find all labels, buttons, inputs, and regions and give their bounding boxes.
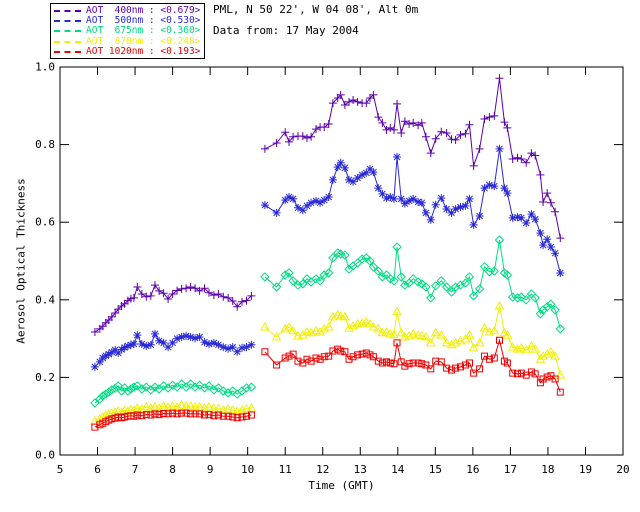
x-tick-label: 18 <box>541 463 554 476</box>
square-markers <box>261 336 564 396</box>
legend-entry-label: AOT 1020nm : <0.193> <box>86 45 201 57</box>
x-tick-label: 8 <box>169 463 176 476</box>
diamond-markers <box>260 235 566 334</box>
legend-line-sample-icon <box>54 20 81 23</box>
asterisk-markers <box>260 144 565 277</box>
data-date: Data from: 17 May 2004 <box>213 24 359 37</box>
x-tick-label: 11 <box>279 463 292 476</box>
y-tick-label: 0.2 <box>35 371 55 384</box>
series-aot-1020nm <box>91 336 564 431</box>
legend-line-sample-icon <box>54 40 81 43</box>
x-tick-label: 6 <box>94 463 101 476</box>
legend-entry-675nm: AOT 675nm : <0.360> <box>54 26 204 36</box>
series-line <box>264 148 561 274</box>
legend-entry-870nm: AOT 870nm : <0.248> <box>54 35 204 47</box>
triangle-markers <box>260 300 566 379</box>
x-tick-label: 12 <box>316 463 329 476</box>
x-tick-label: 13 <box>354 463 367 476</box>
diamond-markers <box>90 379 257 408</box>
series-aot-870nm <box>90 300 566 425</box>
y-tick-label: 0.6 <box>35 216 55 229</box>
x-axis-label: Time (GMT) <box>308 479 375 492</box>
legend-line-sample-icon <box>54 30 81 33</box>
x-tick-label: 15 <box>429 463 442 476</box>
x-tick-label: 9 <box>207 463 214 476</box>
legend-entry-500nm: AOT 500nm : <0.530> <box>54 16 204 26</box>
x-tick-label: 5 <box>57 463 64 476</box>
series-aot-500nm <box>90 144 565 371</box>
y-tick-label: 1.0 <box>35 61 55 74</box>
legend-entry-1020nm: AOT 1020nm : <0.193> <box>54 45 204 57</box>
legend-entry-400nm: AOT 400nm : <0.679> <box>54 6 204 16</box>
x-tick-label: 14 <box>391 463 405 476</box>
plus-markers <box>90 281 256 336</box>
y-tick-label: 0.4 <box>35 293 55 306</box>
legend-entry-label: AOT 675nm : <0.360> <box>86 25 201 37</box>
legend-entry-label: AOT 400nm : <0.679> <box>86 5 201 17</box>
station-info: PML, N 50 22', W 04 08', Alt 0m <box>213 3 419 16</box>
plot-header: PML, N 50 22', W 04 08', Alt 0m Data fro… <box>213 4 418 46</box>
y-tick-label: 0.8 <box>35 138 55 151</box>
legend-entry-label: AOT 500nm : <0.530> <box>86 15 201 27</box>
legend-line-sample-icon <box>54 10 81 13</box>
legend-box: AOT 400nm : <0.679> AOT 500nm : <0.530> AO… <box>50 3 205 59</box>
x-tick-label: 10 <box>241 463 254 476</box>
y-axis-label: Aerosol Optical Thickness <box>14 178 28 344</box>
series-aot-675nm <box>90 235 566 408</box>
asterisk-markers <box>90 329 256 371</box>
x-tick-label: 7 <box>132 463 139 476</box>
x-tick-label: 20 <box>616 463 629 476</box>
square-markers <box>91 409 255 431</box>
legend-line-sample-icon <box>54 50 81 53</box>
y-tick-label: 0.0 <box>35 449 55 462</box>
plus-markers <box>260 74 565 243</box>
x-tick-label: 17 <box>504 463 517 476</box>
x-tick-label: 16 <box>466 463 479 476</box>
series-aot-400nm <box>90 74 565 336</box>
x-tick-label: 19 <box>579 463 592 476</box>
legend-entry-label: AOT 870nm : <0.248> <box>86 35 201 47</box>
plot-box <box>59 66 624 456</box>
